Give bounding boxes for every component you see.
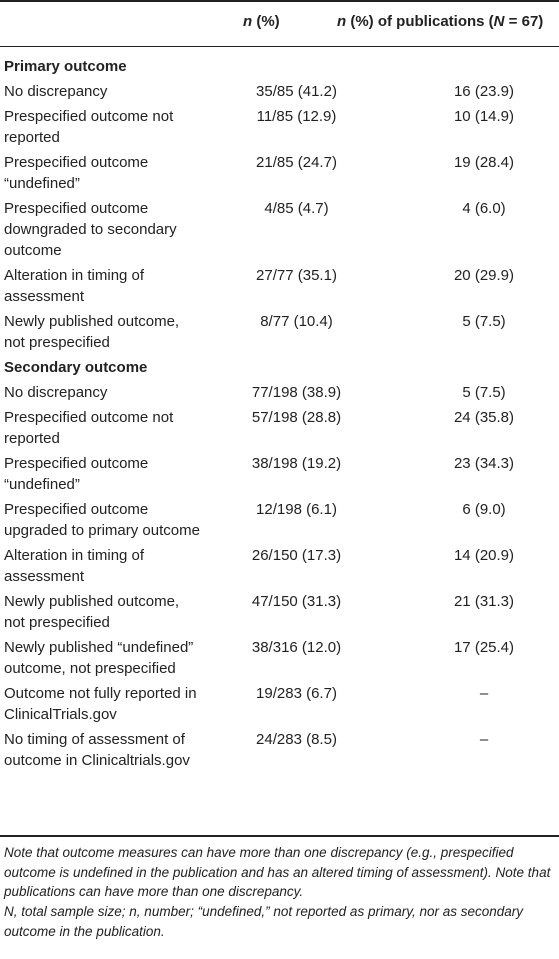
- row-label: Prespecified outcome upgraded to primary…: [4, 501, 200, 539]
- table-row: Prespecified outcome not reported 57/198 …: [0, 407, 559, 453]
- row-value-n-percent: 4/85 (4.7): [264, 200, 329, 217]
- row-label: Prespecified outcome downgraded to secon…: [4, 200, 177, 259]
- header-n-symbol: n: [243, 13, 253, 30]
- header-n-symbol: n: [337, 13, 347, 30]
- table-row: Newly published “undefined” outcome, not…: [0, 637, 559, 683]
- row-value-n-percent: 12/198 (6.1): [256, 501, 337, 518]
- row-value-n-percent: 57/198 (28.8): [251, 409, 342, 426]
- row-label: Alteration in timing of assessment: [4, 547, 145, 585]
- row-label: Newly published outcome, not prespecifie…: [4, 313, 180, 351]
- section-title: Secondary outcome: [4, 359, 148, 376]
- table-row: Prespecified outcome not reported 11/85 (…: [0, 106, 559, 152]
- header-rule: [0, 46, 559, 47]
- row-label: Prespecified outcome “undefined”: [4, 455, 149, 493]
- row-label: No discrepancy: [4, 83, 108, 100]
- table-row: No discrepancy 35/85 (41.2) 16 (23.9): [0, 81, 559, 106]
- header-n-percent-text: (%): [252, 13, 280, 30]
- table-row: Prespecified outcome downgraded to secon…: [0, 198, 559, 265]
- row-value-n-percent: 77/198 (38.9): [251, 384, 342, 401]
- header-N-symbol: N: [493, 13, 505, 30]
- row-value-n-percent: 47/150 (31.3): [251, 593, 342, 610]
- row-value-publications: 19 (28.4): [453, 154, 515, 171]
- row-value-n-percent: 38/198 (19.2): [251, 455, 342, 472]
- row-value-n-percent: 8/77 (10.4): [260, 313, 333, 330]
- row-label: No timing of assessment of outcome in Cl…: [4, 731, 190, 769]
- row-value-publications: 23 (34.3): [453, 455, 515, 472]
- row-value-publications: 5 (7.5): [462, 313, 506, 330]
- table-row: Prespecified outcome “undefined” 21/85 (2…: [0, 152, 559, 198]
- column-header-n-percent: n (%): [243, 10, 280, 34]
- row-label: Newly published “undefined” outcome, not…: [4, 639, 194, 677]
- section-header-secondary: Secondary outcome: [0, 357, 559, 382]
- row-value-publications: 16 (23.9): [453, 83, 515, 100]
- section-header-primary: Primary outcome: [0, 56, 559, 81]
- row-value-publications: –: [479, 685, 489, 702]
- row-label: Alteration in timing of assessment: [4, 267, 145, 305]
- table-row: Prespecified outcome “undefined” 38/198 (…: [0, 453, 559, 499]
- bottom-rule: [0, 835, 559, 837]
- row-value-publications: 4 (6.0): [462, 200, 506, 217]
- row-value-n-percent: 11/85 (12.9): [256, 108, 337, 125]
- table-row: Newly published outcome, not prespecifie…: [0, 591, 559, 637]
- table-row: Alteration in timing of assessment 27/77 …: [0, 265, 559, 311]
- row-value-publications: 10 (14.9): [453, 108, 515, 125]
- row-value-publications: 5 (7.5): [462, 384, 506, 401]
- row-value-n-percent: 24/283 (8.5): [256, 731, 337, 748]
- row-label: Newly published outcome, not prespecifie…: [4, 593, 180, 631]
- table-row: Newly published outcome, not prespecifie…: [0, 311, 559, 357]
- table-row: Alteration in timing of assessment 26/150…: [0, 545, 559, 591]
- table-row: Outcome not fully reported in ClinicalTr…: [0, 683, 559, 729]
- row-value-publications: 21 (31.3): [453, 593, 515, 610]
- row-value-n-percent: 27/77 (35.1): [256, 267, 337, 284]
- row-value-publications: 14 (20.9): [453, 547, 515, 564]
- row-value-publications: 17 (25.4): [453, 639, 515, 656]
- row-label: Outcome not fully reported in ClinicalTr…: [4, 685, 197, 723]
- section-title: Primary outcome: [4, 58, 127, 75]
- table-footnote-discrepancy: Note that outcome measures can have more…: [4, 845, 551, 899]
- row-value-publications: –: [479, 731, 489, 748]
- column-header-publications: n (%) of publications (N = 67): [337, 10, 543, 34]
- row-value-publications: 20 (29.9): [453, 267, 515, 284]
- top-rule: [0, 0, 559, 2]
- row-value-publications: 6 (9.0): [462, 501, 506, 518]
- table-row: Prespecified outcome upgraded to primary…: [0, 499, 559, 545]
- row-label: No discrepancy: [4, 384, 108, 401]
- table-footnote-abbreviations: N, total sample size; n, number; “undefi…: [4, 904, 523, 939]
- row-value-n-percent: 19/283 (6.7): [256, 685, 337, 702]
- row-value-n-percent: 38/316 (12.0): [251, 639, 342, 656]
- header-publications-text: (%) of publications (: [346, 13, 494, 30]
- row-label: Prespecified outcome not reported: [4, 108, 174, 146]
- row-value-n-percent: 21/85 (24.7): [256, 154, 337, 171]
- header-N-value: = 67): [504, 13, 544, 30]
- row-value-publications: 24 (35.8): [453, 409, 515, 426]
- data-table: Primary outcome No discrepancy 35/85 (41.…: [0, 56, 559, 775]
- row-value-n-percent: 35/85 (41.2): [256, 83, 337, 100]
- table-row: No discrepancy 77/198 (38.9) 5 (7.5): [0, 382, 559, 407]
- row-label: Prespecified outcome not reported: [4, 409, 174, 447]
- table-row: No timing of assessment of outcome in Cl…: [0, 729, 559, 775]
- row-value-n-percent: 26/150 (17.3): [251, 547, 342, 564]
- row-label: Prespecified outcome “undefined”: [4, 154, 149, 192]
